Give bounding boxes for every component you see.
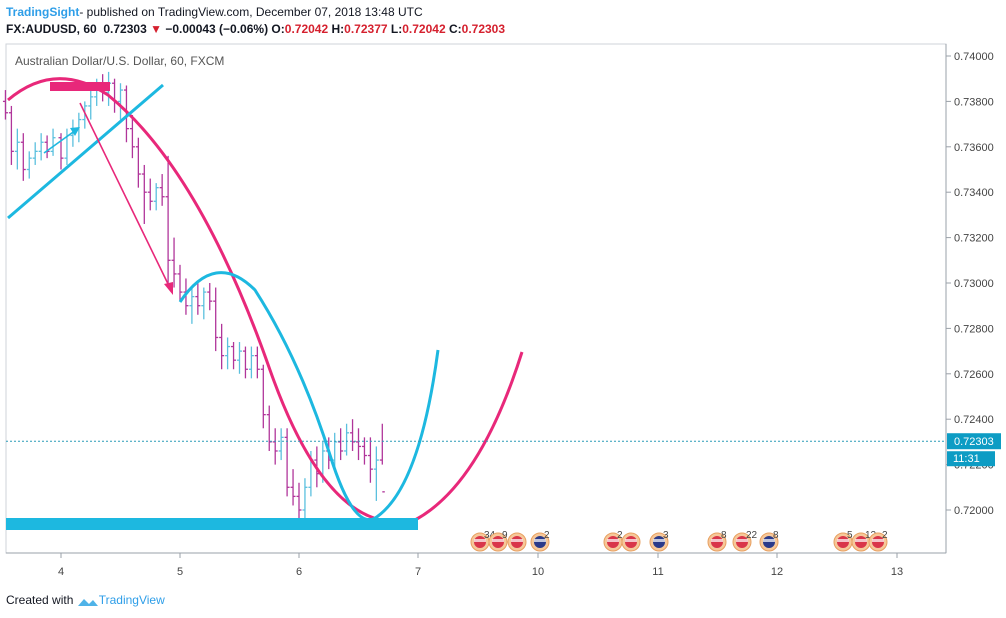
- flag-stripe: [511, 539, 523, 542]
- cyan-arrow-shaft: [43, 129, 77, 154]
- x-tick-label: 11: [652, 566, 663, 578]
- y-tick-label: 0.72000: [954, 505, 994, 517]
- x-tick-label: 5: [177, 566, 183, 578]
- countdown-label-bg: [947, 451, 995, 467]
- flag-stripe: [837, 539, 849, 542]
- tradingview-link[interactable]: TradingView: [98, 593, 165, 607]
- event-count: 8: [721, 530, 727, 541]
- close-label: C:: [448, 22, 462, 36]
- open-value: 0.72042: [284, 22, 329, 36]
- created-with-text: Created with: [6, 593, 74, 607]
- legend-title: Australian Dollar/U.S. Dollar, 60, FXCM: [15, 54, 224, 68]
- y-tick-label: 0.73400: [954, 187, 994, 199]
- flag-stripe: [474, 539, 486, 542]
- flag-stripe: [736, 539, 748, 542]
- cyan-support-box: [6, 518, 418, 530]
- event-count: 12: [865, 530, 877, 541]
- last-price: 0.72303: [103, 22, 147, 36]
- y-tick-label: 0.72600: [954, 369, 994, 381]
- event-count: 34: [484, 530, 496, 541]
- author-link[interactable]: TradingSight: [6, 5, 80, 19]
- high-value: 0.72377: [344, 22, 388, 36]
- x-tick-label: 6: [296, 566, 302, 578]
- cyan-trendline: [7, 83, 164, 220]
- event-count: 8: [773, 530, 779, 541]
- pink-arrow-head: [164, 282, 173, 295]
- publish-text: - published on TradingView.com, December…: [79, 5, 423, 19]
- cyan-arrow-head: [70, 127, 80, 136]
- flag-stripe: [711, 539, 723, 542]
- x-tick-label: 7: [415, 566, 421, 578]
- flag-stripe: [607, 539, 619, 542]
- y-tick-label: 0.73600: [954, 142, 994, 154]
- y-tick-label: 0.72800: [954, 323, 994, 335]
- current-price-label: 0.72303: [954, 436, 994, 448]
- event-count: 2: [882, 530, 888, 541]
- low-value: 0.72042: [402, 22, 446, 36]
- symbol: FX:AUDUSD, 60: [6, 22, 97, 36]
- cyan-curve: [178, 271, 440, 522]
- countdown-label: 11:31: [953, 453, 980, 465]
- low-label: L:: [390, 22, 403, 36]
- ohlc-line: FX:AUDUSD, 60 0.72303 ▼ −0.00043 (−0.06%…: [6, 22, 505, 36]
- flag-stripe: [653, 539, 665, 542]
- x-axis-ticks: 4 5 6 7 10 11 12 13: [58, 553, 903, 578]
- event-count: 22: [746, 530, 758, 541]
- y-tick-label: 0.74000: [954, 51, 994, 63]
- flag-stripe: [534, 539, 546, 542]
- current-price-marker: 0.72303 11:31: [6, 433, 1001, 467]
- open-label: O:: [271, 22, 285, 36]
- event-count: 3: [663, 530, 669, 541]
- event-count: 2: [544, 530, 550, 541]
- publish-line: TradingSight- published on TradingView.c…: [6, 5, 423, 19]
- pink-arrow-shaft: [79, 102, 171, 289]
- event-count: 9: [502, 530, 508, 541]
- flag-stripe: [855, 539, 867, 542]
- y-tick-label: 0.73800: [954, 96, 994, 108]
- x-tick-label: 4: [58, 566, 64, 578]
- down-triangle-icon: ▼: [150, 22, 162, 36]
- y-tick-label: 0.73000: [954, 278, 994, 290]
- footer: Created with TradingView: [6, 593, 165, 607]
- economic-events[interactable]: 34 9 2 2 3 8 22 8 5 12 2: [470, 530, 888, 552]
- x-tick-label: 10: [532, 566, 544, 578]
- current-price-label-bg: [947, 433, 1001, 450]
- event-count: 2: [617, 530, 623, 541]
- y-axis-ticks: 0.74000 0.73800 0.73600 0.73400 0.73200 0.730…: [946, 51, 994, 517]
- pink-resistance-box: [50, 82, 110, 91]
- y-tick-label: 0.73200: [954, 233, 994, 245]
- high-label: H:: [331, 22, 345, 36]
- flag-stripe: [492, 539, 504, 542]
- flag-stripe: [872, 539, 884, 542]
- tradingview-logo-icon: [77, 596, 99, 606]
- x-tick-label: 13: [891, 566, 903, 578]
- change-value: −0.00043 (−0.06%): [165, 22, 269, 36]
- y-tick-label: 0.72400: [954, 414, 994, 426]
- drawings: [6, 77, 524, 530]
- flag-stripe: [763, 539, 775, 542]
- close-value: 0.72303: [461, 22, 506, 36]
- event-count: 5: [847, 530, 853, 541]
- x-tick-label: 12: [771, 566, 783, 578]
- pink-curve: [7, 77, 524, 524]
- plot-area[interactable]: [5, 43, 947, 554]
- flag-stripe: [625, 539, 637, 542]
